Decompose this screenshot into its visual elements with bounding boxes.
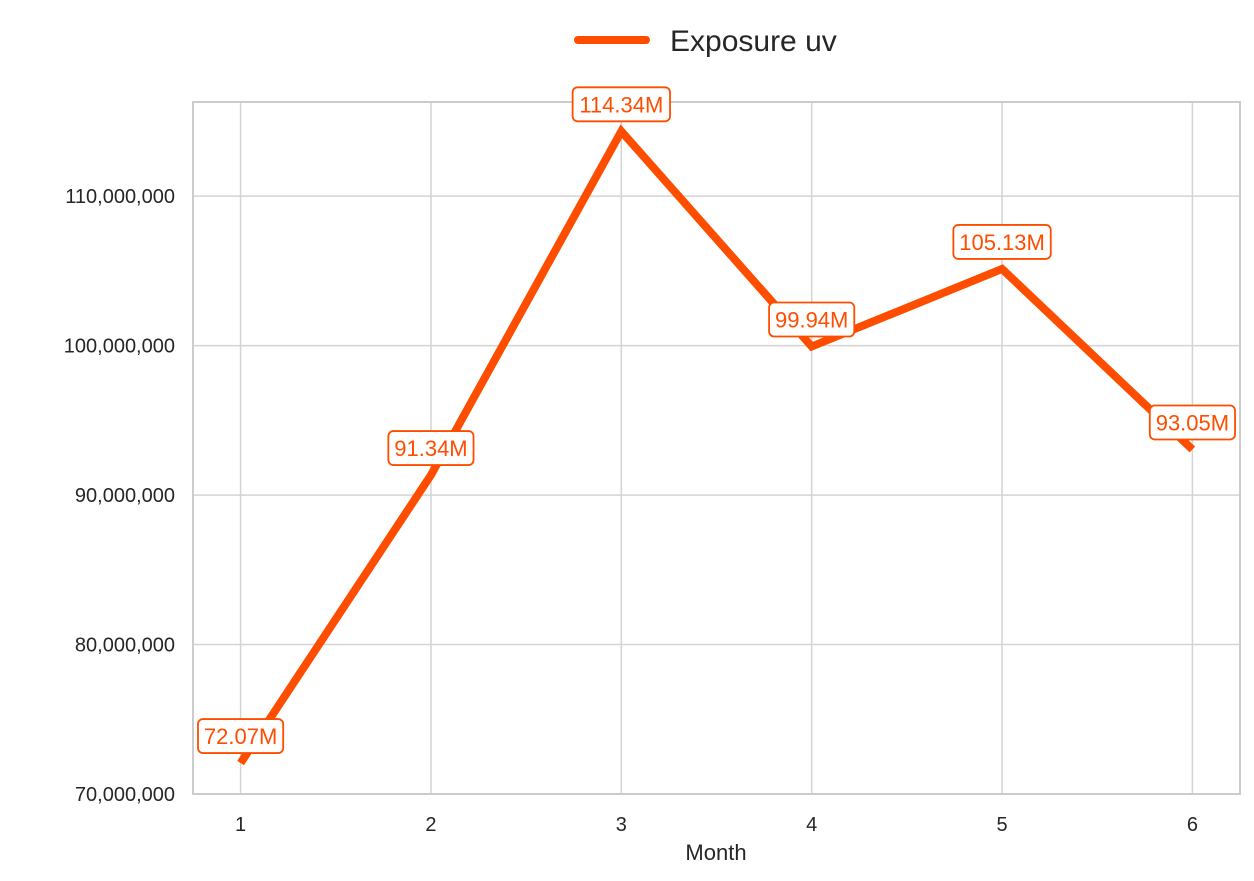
data-label-box [1148, 404, 1236, 441]
x-tick-label: 1 [235, 814, 246, 836]
y-tick-label: 100,000,000 [64, 336, 175, 358]
x-tick-label: 4 [806, 814, 817, 836]
x-axis: 1 2 3 4 5 6 [235, 814, 1198, 836]
legend-label: Exposure uv [670, 25, 837, 58]
data-label-text: 105.13M [959, 230, 1045, 255]
data-label-box [387, 430, 475, 466]
series-line [237, 124, 1196, 766]
x-tick-label: 2 [425, 814, 436, 836]
data-label: 93.05M [1148, 404, 1236, 441]
x-axis-title: Month [685, 840, 746, 865]
y-tick-label: 90,000,000 [75, 485, 175, 507]
data-label-text: 114.34M [579, 92, 663, 117]
data-label-box [571, 86, 671, 123]
data-label: 114.34M [571, 86, 671, 123]
series-layer [237, 124, 1196, 766]
plot-frame [192, 101, 1241, 795]
data-label-text: 93.05M [1156, 410, 1229, 435]
x-tick-label: 3 [616, 814, 627, 836]
grid-lines [193, 102, 1240, 795]
y-tick-label: 110,000,000 [65, 186, 175, 208]
x-tick-label: 6 [1187, 814, 1198, 836]
data-label-text: 72.07M [204, 724, 277, 749]
y-tick-label: 70,000,000 [75, 784, 175, 806]
data-label: 99.94M [768, 301, 856, 338]
data-label-text: 99.94M [775, 308, 848, 333]
data-label: 72.07M [197, 718, 285, 754]
x-tick-label: 5 [996, 814, 1007, 836]
data-label-box [952, 224, 1052, 260]
data-label: 105.13M [952, 224, 1052, 260]
data-label: 91.34M [387, 430, 475, 466]
data-labels: 72.07M 91.34M 114.34M 99.94M 105.13M 93.05M [197, 86, 1236, 754]
data-label-box [197, 718, 285, 754]
data-label-text: 91.34M [394, 436, 467, 461]
y-tick-label: 80,000,000 [75, 635, 175, 657]
legend: Exposure uv [574, 25, 837, 58]
y-axis: 70,000,000 80,000,000 90,000,000 100,000,00… [64, 186, 175, 806]
data-label-box [768, 301, 856, 338]
